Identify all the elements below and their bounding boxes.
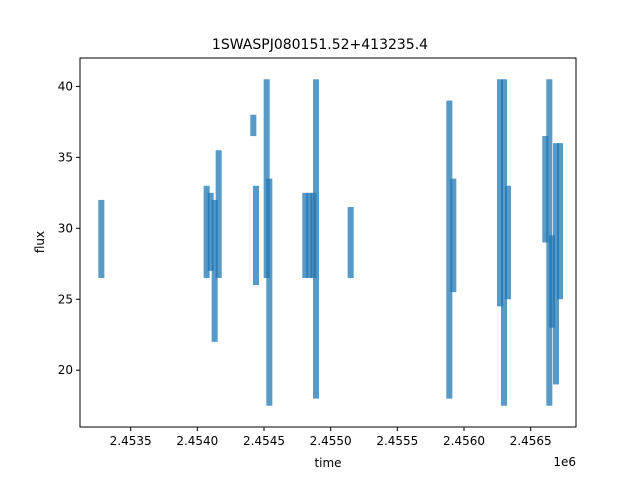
data-point: [501, 79, 507, 406]
x-tick-label: 2.4555: [376, 434, 418, 448]
plot-area: [98, 79, 563, 406]
data-point: [505, 185, 511, 300]
x-tick-label: 2.4550: [310, 434, 352, 448]
data-point: [207, 192, 214, 271]
data-point: [215, 150, 222, 278]
data-point: [497, 79, 503, 307]
data-point: [211, 199, 218, 342]
y-tick-label: 25: [58, 292, 73, 306]
x-tick-label: 2.4545: [243, 434, 285, 448]
data-point: [450, 178, 457, 293]
x-tick-label: 2.4560: [443, 434, 485, 448]
y-tick-label: 35: [58, 150, 73, 164]
data-point: [250, 114, 257, 137]
data-point: [549, 235, 555, 328]
x-tick-label: 2.4535: [110, 434, 152, 448]
data-point: [266, 178, 273, 406]
x-axis-label: time: [314, 456, 341, 470]
chart-title: 1SWASPJ080151.52+413235.4: [212, 37, 428, 53]
data-point: [313, 79, 319, 399]
data-point: [557, 143, 563, 300]
y-tick-label: 30: [58, 221, 73, 235]
x-tick-label: 2.4540: [176, 434, 218, 448]
data-point: [253, 185, 259, 286]
y-axis: 20 25 30 35 40: [58, 79, 80, 377]
x-offset-label: 1e6: [553, 455, 576, 469]
data-point: [98, 199, 105, 278]
x-tick-label: 2.4565: [510, 434, 552, 448]
data-point: [446, 100, 453, 399]
data-point: [306, 192, 313, 278]
y-axis-label: flux: [33, 231, 47, 253]
y-tick-label: 40: [58, 79, 73, 93]
data-point: [347, 207, 354, 278]
data-point: [553, 143, 559, 385]
data-point: [203, 185, 210, 278]
data-point: [542, 136, 549, 243]
data-point: [302, 192, 309, 278]
y-tick-label: 20: [58, 363, 73, 377]
x-axis: 2.4535 2.4540 2.4545 2.4550 2.4555 2.4560 2.45…: [110, 427, 552, 448]
plot-frame: [79, 57, 577, 428]
